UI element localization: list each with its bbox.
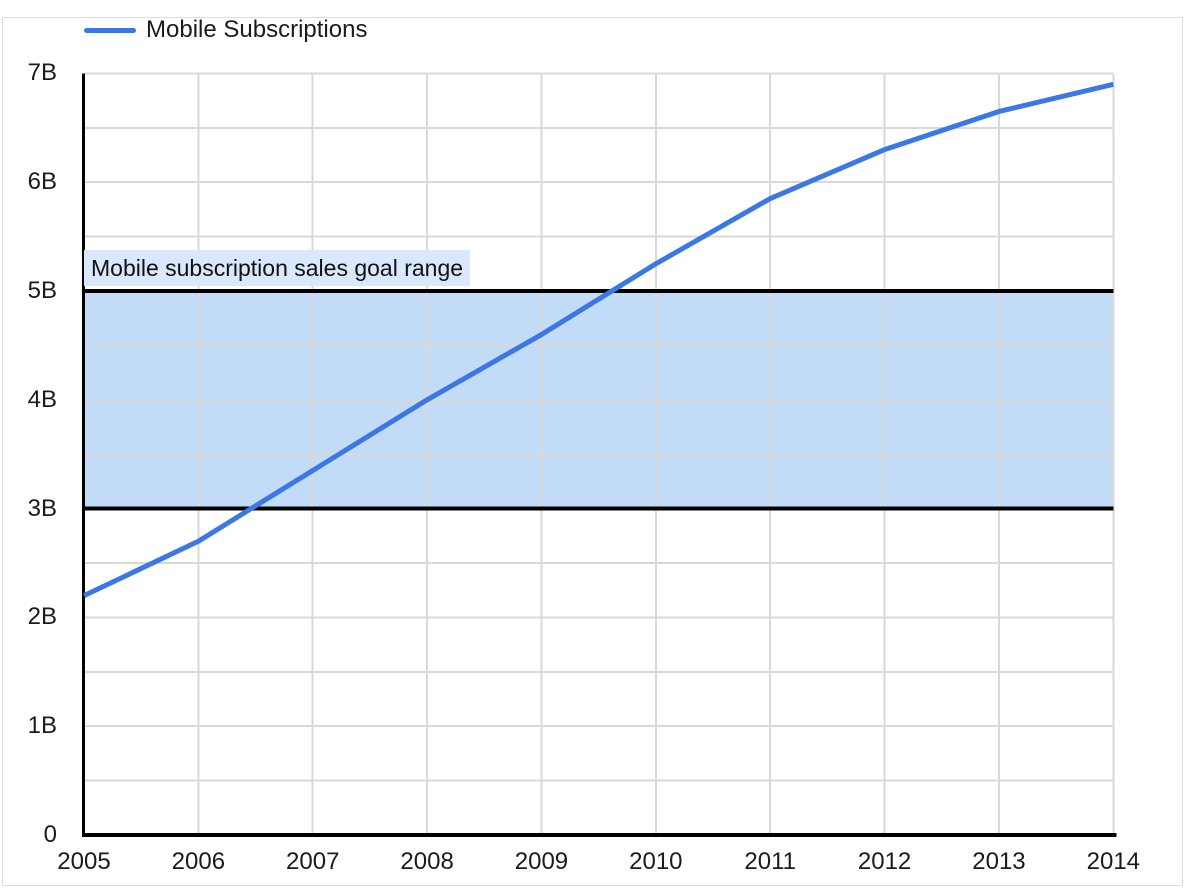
y-tick-label: 0 <box>43 821 57 848</box>
y-tick-label: 7B <box>27 59 57 87</box>
y-tick-label: 4B <box>27 385 57 413</box>
legend-line-swatch <box>84 27 136 33</box>
x-tick-label: 2006 <box>171 848 226 875</box>
y-tick-label: 2B <box>27 603 57 631</box>
legend: Mobile Subscriptions <box>84 14 367 46</box>
legend-label: Mobile Subscriptions <box>146 16 368 43</box>
y-tick-label: 3B <box>27 494 57 522</box>
y-tick-label: 6B <box>27 168 57 196</box>
series-line <box>82 81 1114 598</box>
x-tick-label: 2010 <box>629 848 683 875</box>
goal-range-label: Mobile subscription sales goal range <box>84 250 471 286</box>
x-tick-label: 2009 <box>514 848 569 875</box>
x-tick-label: 2007 <box>286 848 340 875</box>
x-tick-label: 2008 <box>400 848 454 875</box>
x-tick-label: 2012 <box>857 848 912 875</box>
y-tick-label: 5B <box>27 277 57 304</box>
y-tick-label: 1B <box>27 712 57 740</box>
x-tick-label: 2013 <box>972 848 1026 875</box>
x-tick-label: 2011 <box>744 848 797 875</box>
x-tick-label: 2014 <box>1086 848 1141 875</box>
x-tick-label: 2005 <box>57 848 111 875</box>
